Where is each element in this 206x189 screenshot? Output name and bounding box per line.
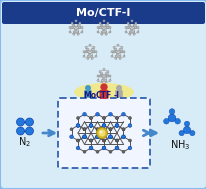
Circle shape bbox=[103, 20, 104, 22]
Circle shape bbox=[121, 112, 125, 116]
Circle shape bbox=[83, 128, 85, 131]
Circle shape bbox=[69, 135, 73, 139]
Circle shape bbox=[128, 117, 131, 119]
Text: $\mathregular{NH_3}$: $\mathregular{NH_3}$ bbox=[169, 138, 189, 152]
Circle shape bbox=[105, 73, 107, 75]
Circle shape bbox=[115, 117, 118, 119]
Circle shape bbox=[83, 128, 85, 131]
Circle shape bbox=[108, 112, 112, 116]
Circle shape bbox=[106, 71, 108, 73]
Circle shape bbox=[16, 118, 24, 126]
Circle shape bbox=[136, 26, 138, 29]
Circle shape bbox=[119, 57, 121, 60]
Circle shape bbox=[132, 33, 135, 35]
Circle shape bbox=[101, 79, 103, 81]
Circle shape bbox=[73, 26, 75, 29]
Circle shape bbox=[112, 46, 115, 48]
Circle shape bbox=[103, 29, 104, 31]
Circle shape bbox=[132, 24, 135, 26]
Circle shape bbox=[83, 55, 84, 57]
Circle shape bbox=[70, 128, 73, 131]
Circle shape bbox=[108, 135, 112, 139]
Circle shape bbox=[115, 51, 117, 53]
Circle shape bbox=[118, 51, 120, 53]
Circle shape bbox=[91, 57, 93, 60]
Circle shape bbox=[102, 117, 105, 119]
Circle shape bbox=[89, 146, 92, 150]
Circle shape bbox=[109, 79, 110, 81]
Circle shape bbox=[95, 135, 99, 139]
Circle shape bbox=[91, 48, 93, 50]
Circle shape bbox=[78, 22, 81, 24]
Circle shape bbox=[106, 22, 108, 24]
Circle shape bbox=[104, 79, 106, 81]
Circle shape bbox=[76, 139, 79, 142]
Circle shape bbox=[109, 75, 110, 77]
Circle shape bbox=[103, 68, 104, 70]
Circle shape bbox=[128, 24, 130, 26]
Circle shape bbox=[85, 46, 87, 48]
Circle shape bbox=[115, 124, 118, 127]
Circle shape bbox=[96, 128, 98, 131]
Circle shape bbox=[109, 150, 111, 153]
Circle shape bbox=[89, 117, 92, 119]
Text: $\mathregular{N_2}$: $\mathregular{N_2}$ bbox=[18, 135, 30, 149]
Circle shape bbox=[82, 112, 86, 116]
Circle shape bbox=[76, 31, 78, 33]
Circle shape bbox=[89, 53, 91, 55]
Text: -I: -I bbox=[114, 91, 119, 99]
Circle shape bbox=[105, 24, 107, 26]
Circle shape bbox=[132, 26, 134, 29]
Circle shape bbox=[16, 127, 24, 135]
Circle shape bbox=[167, 114, 175, 122]
Circle shape bbox=[126, 22, 129, 24]
Circle shape bbox=[102, 124, 105, 127]
Circle shape bbox=[134, 27, 136, 29]
Circle shape bbox=[100, 24, 102, 26]
Circle shape bbox=[25, 127, 33, 135]
Circle shape bbox=[102, 139, 105, 142]
Circle shape bbox=[129, 31, 131, 33]
Circle shape bbox=[89, 117, 92, 119]
Circle shape bbox=[104, 75, 106, 77]
Circle shape bbox=[121, 135, 125, 139]
Circle shape bbox=[95, 55, 97, 57]
Circle shape bbox=[124, 26, 126, 29]
Circle shape bbox=[109, 128, 111, 131]
FancyBboxPatch shape bbox=[115, 90, 122, 98]
Circle shape bbox=[81, 31, 83, 33]
Circle shape bbox=[120, 51, 122, 53]
Circle shape bbox=[71, 22, 73, 24]
Circle shape bbox=[114, 48, 116, 50]
Circle shape bbox=[109, 128, 111, 131]
Circle shape bbox=[124, 31, 126, 33]
Circle shape bbox=[115, 146, 118, 150]
Circle shape bbox=[82, 135, 86, 139]
Circle shape bbox=[108, 135, 112, 139]
Circle shape bbox=[76, 139, 79, 142]
Circle shape bbox=[102, 117, 105, 119]
Circle shape bbox=[102, 146, 105, 150]
Circle shape bbox=[116, 85, 121, 91]
Circle shape bbox=[110, 51, 112, 53]
Circle shape bbox=[89, 124, 92, 127]
Circle shape bbox=[89, 139, 92, 142]
Circle shape bbox=[116, 44, 118, 46]
Circle shape bbox=[110, 55, 112, 57]
Circle shape bbox=[82, 135, 86, 139]
Circle shape bbox=[119, 48, 121, 50]
Circle shape bbox=[102, 139, 105, 142]
Circle shape bbox=[96, 26, 98, 29]
Circle shape bbox=[128, 146, 131, 150]
Circle shape bbox=[128, 139, 131, 142]
Circle shape bbox=[76, 124, 80, 127]
Circle shape bbox=[120, 46, 122, 48]
Circle shape bbox=[96, 128, 107, 139]
Circle shape bbox=[115, 146, 118, 150]
Circle shape bbox=[184, 121, 189, 126]
Circle shape bbox=[132, 31, 134, 33]
Circle shape bbox=[75, 29, 77, 31]
Circle shape bbox=[89, 139, 92, 142]
Circle shape bbox=[126, 27, 129, 29]
